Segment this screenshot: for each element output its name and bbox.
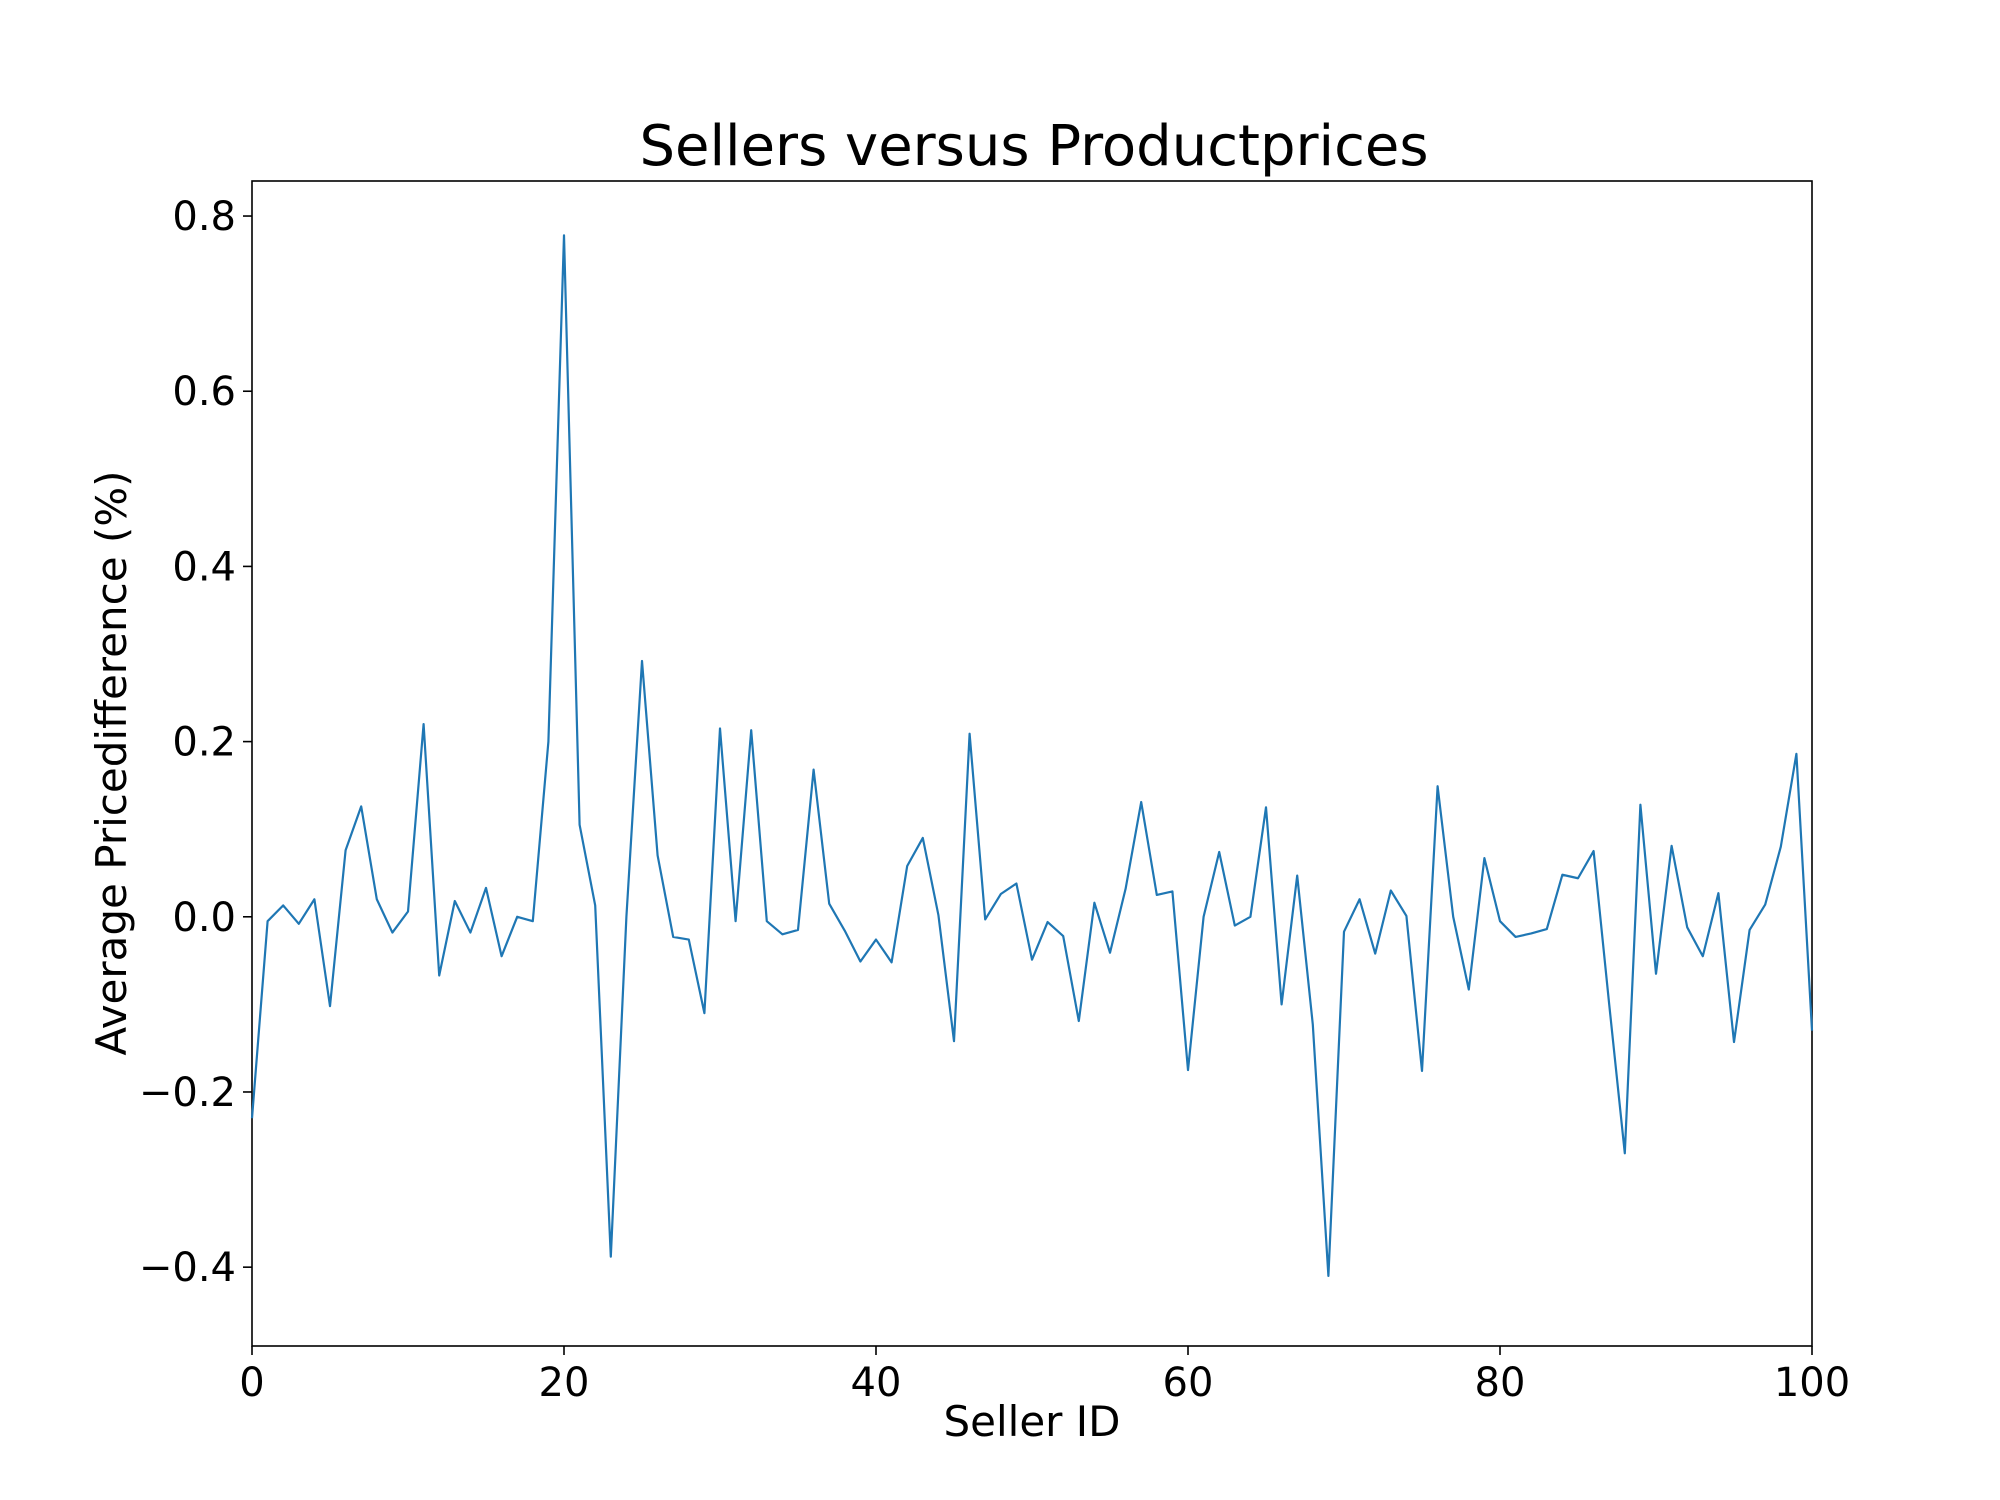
y-tick-label: 0.0 [172,895,236,941]
x-tick-label: 100 [1774,1360,1850,1406]
x-tick-label: 0 [239,1360,264,1406]
chart-title: Sellers versus Productprices [639,114,1428,179]
x-tick-label: 60 [1163,1360,1214,1406]
y-tick-label: 0.2 [172,720,236,766]
x-tick-label: 80 [1475,1360,1526,1406]
x-axis-label: Seller ID [943,1397,1120,1446]
series-layer [250,234,1814,1278]
y-tick-label: 0.6 [172,369,236,415]
x-tick-label: 40 [851,1360,902,1406]
plot-area-frame [251,180,1813,1347]
x-axis-ticks: 0 20 40 60 80 100 [239,1346,1850,1406]
y-axis-label: Average Pricedifference (%) [87,470,136,1055]
y-tick-label: 0.8 [172,194,236,240]
x-tick-label: 20 [539,1360,590,1406]
y-tick-label: 0.4 [172,544,236,590]
y-tick-label: −0.4 [139,1245,236,1291]
y-tick-label: −0.2 [139,1070,236,1116]
series-line [250,234,1814,1278]
y-axis-ticks: −0.4 −0.2 0.0 0.2 0.4 0.6 0.8 [139,194,252,1291]
